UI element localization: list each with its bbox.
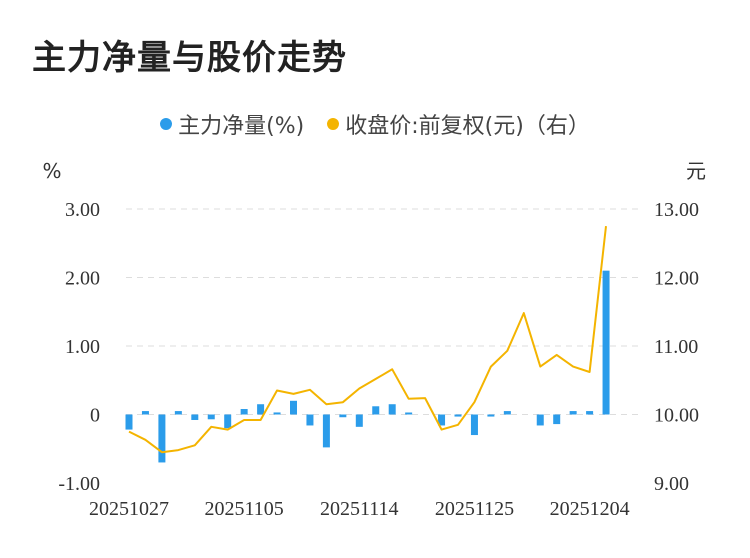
right-axis-tick: 12.00 bbox=[654, 268, 699, 290]
right-axis-tick: 10.00 bbox=[654, 405, 699, 427]
x-axis-tick: 20251125 bbox=[435, 498, 514, 520]
bar bbox=[586, 411, 594, 415]
bar bbox=[290, 400, 297, 415]
left-axis-tick: 3.00 bbox=[65, 199, 100, 221]
bar bbox=[174, 411, 182, 415]
left-axis-tick: 2.00 bbox=[65, 268, 100, 290]
left-axis-tick: 0 bbox=[90, 405, 100, 427]
legend: 主力净量(%) 收盘价:前复权(元)（右） bbox=[0, 108, 750, 140]
right-axis-tick: 13.00 bbox=[654, 199, 699, 221]
bar bbox=[224, 414, 232, 429]
x-axis-tick: 20251204 bbox=[550, 498, 630, 520]
bar bbox=[355, 414, 363, 427]
right-axis-tick: 9.00 bbox=[654, 473, 689, 495]
bar bbox=[454, 414, 462, 417]
bar bbox=[388, 404, 396, 415]
legend-label: 收盘价:前复权(元)（右） bbox=[345, 114, 590, 139]
legend-dot-icon bbox=[160, 118, 173, 130]
right-axis-tick: 11.00 bbox=[654, 336, 698, 358]
left-axis-unit: % bbox=[42, 159, 61, 183]
legend-dot-icon bbox=[327, 118, 340, 130]
right-axis-unit: 元 bbox=[686, 159, 706, 183]
bar bbox=[339, 414, 347, 418]
legend-item-net-volume[interactable]: 主力净量(%) bbox=[160, 108, 304, 140]
bar bbox=[191, 414, 199, 420]
bar bbox=[125, 414, 133, 430]
x-axis-tick: 20251114 bbox=[320, 498, 399, 520]
bar bbox=[536, 414, 544, 426]
left-axis-tick: -1.00 bbox=[58, 473, 100, 495]
close-price-line bbox=[128, 225, 607, 454]
legend-label: 主力净量(%) bbox=[178, 114, 305, 139]
x-axis-tick: 20251105 bbox=[205, 498, 284, 520]
bar bbox=[322, 414, 330, 448]
bar bbox=[602, 270, 610, 415]
bar bbox=[141, 411, 149, 415]
bar bbox=[569, 411, 577, 415]
bar bbox=[438, 414, 446, 426]
legend-item-close-price[interactable]: 收盘价:前复权(元)（右） bbox=[327, 108, 590, 140]
bar bbox=[306, 414, 314, 426]
bar bbox=[207, 414, 215, 420]
bar bbox=[553, 414, 561, 425]
bar bbox=[273, 412, 281, 415]
bar bbox=[503, 411, 511, 415]
chart-title: 主力净量与股价走势 bbox=[32, 38, 347, 78]
bar bbox=[405, 412, 413, 415]
bar bbox=[487, 414, 495, 417]
bar bbox=[372, 406, 380, 415]
left-axis-tick: 1.00 bbox=[65, 336, 100, 358]
bar bbox=[257, 404, 265, 415]
bar bbox=[158, 414, 166, 463]
x-axis-tick: 20251027 bbox=[89, 498, 169, 520]
bar bbox=[240, 409, 248, 415]
bar bbox=[470, 414, 478, 436]
